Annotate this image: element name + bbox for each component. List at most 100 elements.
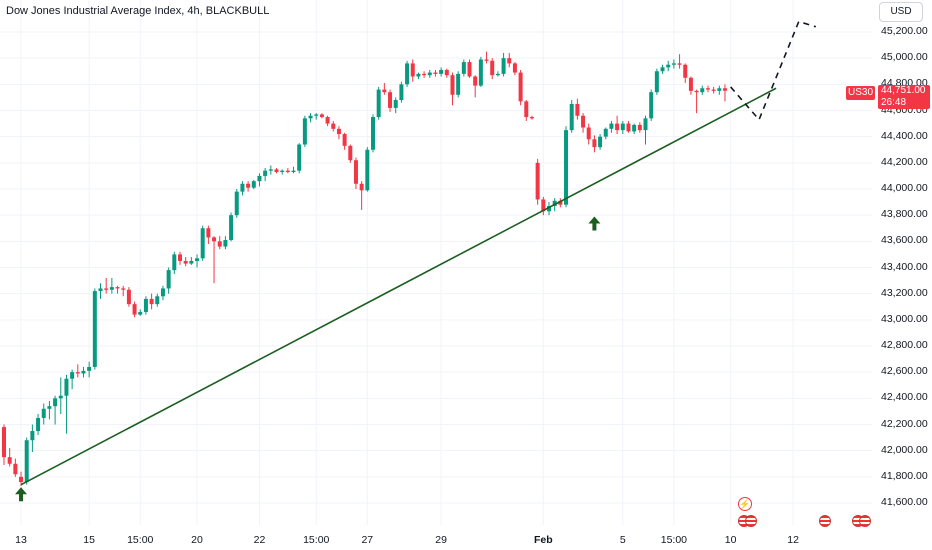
x-tick-label: 13 bbox=[15, 534, 27, 546]
candle-body bbox=[206, 228, 211, 238]
up-arrow-marker bbox=[588, 216, 601, 231]
candle-body bbox=[36, 417, 41, 432]
candle-body bbox=[246, 183, 251, 188]
candle-body bbox=[717, 88, 722, 91]
bar-countdown: 26:48 bbox=[881, 97, 907, 108]
us-flag-icon[interactable] bbox=[745, 515, 757, 527]
candle-body bbox=[53, 398, 58, 407]
candle-body bbox=[649, 92, 654, 119]
candle-body bbox=[399, 84, 404, 101]
candle-body bbox=[200, 228, 205, 259]
currency-button[interactable]: USD bbox=[879, 2, 923, 22]
candle-body bbox=[132, 304, 137, 315]
candle-body bbox=[609, 123, 614, 129]
candle-body bbox=[529, 117, 534, 119]
candle-body bbox=[688, 77, 693, 91]
candle-body bbox=[660, 67, 665, 72]
candle-body bbox=[512, 63, 517, 73]
candle-body bbox=[109, 287, 114, 290]
candle-body bbox=[121, 288, 126, 290]
candle-body bbox=[126, 289, 131, 305]
symbol-tag: US30 bbox=[846, 86, 876, 100]
candle-body bbox=[473, 76, 478, 86]
candle-body bbox=[183, 260, 188, 264]
candle-body bbox=[393, 100, 398, 108]
candle-body bbox=[382, 89, 387, 93]
candle-body bbox=[422, 73, 427, 76]
candle-body bbox=[439, 69, 444, 74]
candle-body bbox=[325, 117, 330, 124]
candle-body bbox=[81, 370, 86, 374]
x-tick-label: 15:00 bbox=[660, 534, 688, 546]
candle-body bbox=[19, 476, 24, 483]
candle-body bbox=[195, 258, 200, 261]
y-tick-label: 43,800.00 bbox=[881, 208, 928, 221]
us-flag-icon[interactable] bbox=[819, 515, 831, 527]
candle-body bbox=[552, 200, 557, 207]
candle-body bbox=[274, 169, 279, 172]
candle-body bbox=[711, 89, 716, 91]
candle-body bbox=[7, 457, 12, 464]
candle-body bbox=[467, 62, 472, 77]
candle-body bbox=[427, 72, 432, 76]
x-tick-label: 15:00 bbox=[303, 534, 330, 546]
candle-body bbox=[388, 92, 393, 108]
candle-body bbox=[189, 260, 194, 264]
candle-body bbox=[263, 170, 268, 176]
candle-body bbox=[58, 395, 63, 399]
y-tick-label: 44,400.00 bbox=[881, 129, 928, 142]
candle-body bbox=[694, 90, 699, 93]
candle-body bbox=[336, 128, 341, 135]
candle-body bbox=[541, 199, 546, 212]
candle-body bbox=[138, 311, 143, 315]
candle-body bbox=[302, 118, 307, 145]
y-tick-label: 45,000.00 bbox=[881, 51, 928, 64]
candle-body bbox=[319, 114, 324, 118]
candle-body bbox=[575, 103, 580, 116]
x-tick-label: Feb bbox=[533, 534, 553, 546]
us-flag-icon[interactable] bbox=[859, 515, 871, 527]
candle-body bbox=[450, 75, 455, 95]
candle-body bbox=[70, 372, 75, 379]
candle-body bbox=[115, 287, 120, 289]
candle-body bbox=[501, 58, 506, 74]
y-tick-label: 43,000.00 bbox=[881, 312, 928, 325]
x-tick-label: 20 bbox=[191, 534, 203, 546]
up-arrow-marker bbox=[15, 487, 28, 502]
candle-body bbox=[160, 288, 165, 297]
candle-body bbox=[64, 378, 69, 396]
candle-body bbox=[495, 73, 500, 76]
candle-body bbox=[581, 115, 586, 128]
candle-body bbox=[371, 117, 376, 150]
candle-body bbox=[632, 124, 637, 132]
candle-body bbox=[353, 160, 358, 184]
y-tick-label: 42,000.00 bbox=[881, 443, 928, 456]
candle-body bbox=[24, 440, 29, 483]
candle-body bbox=[558, 200, 563, 205]
candle-body bbox=[365, 149, 370, 191]
candle-body bbox=[166, 270, 171, 289]
candle-body bbox=[342, 134, 347, 146]
candle-body bbox=[671, 63, 676, 65]
y-tick-label: 42,400.00 bbox=[881, 391, 928, 404]
candle-body bbox=[461, 62, 466, 74]
y-tick-label: 44,200.00 bbox=[881, 155, 928, 168]
y-tick-label: 42,600.00 bbox=[881, 365, 928, 378]
candle-body bbox=[705, 88, 710, 90]
candle-body bbox=[30, 431, 35, 441]
candle-body bbox=[251, 181, 256, 188]
last-price-tag: 44,751.00 26:48 bbox=[878, 85, 930, 109]
candle-body bbox=[478, 59, 483, 86]
candle-body bbox=[285, 170, 290, 172]
candle-body bbox=[177, 254, 182, 261]
candle-body bbox=[257, 175, 262, 182]
candle-body bbox=[280, 170, 285, 172]
candle-body bbox=[569, 103, 574, 131]
lightning-event-icon[interactable]: ⚡ bbox=[738, 497, 752, 511]
candle-body bbox=[149, 298, 154, 305]
candle-body bbox=[359, 183, 364, 191]
candle-body bbox=[666, 64, 671, 68]
x-tick-label: 22 bbox=[253, 534, 266, 546]
